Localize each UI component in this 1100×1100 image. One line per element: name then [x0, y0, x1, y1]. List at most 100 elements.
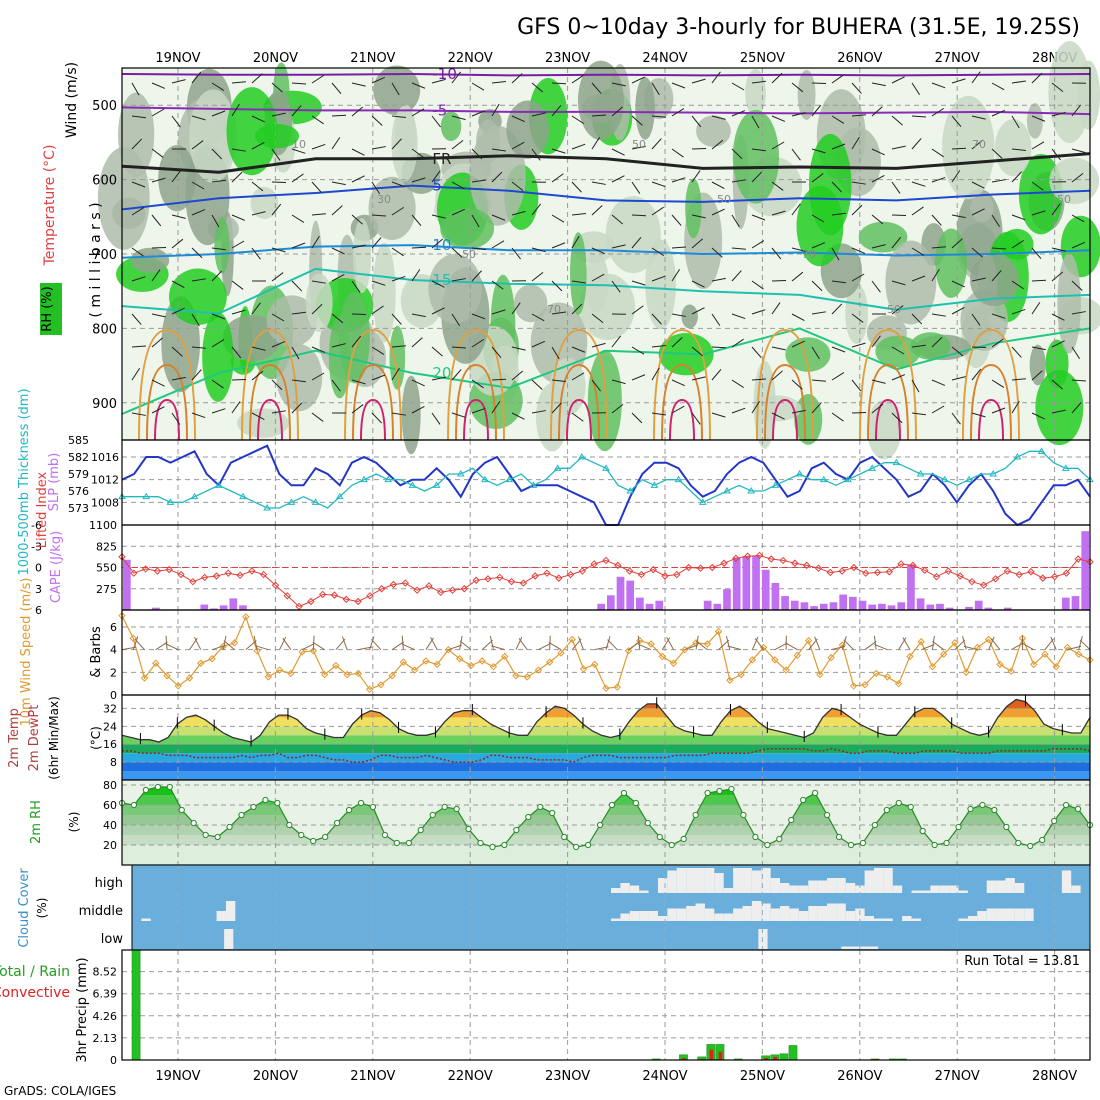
wind-barb: [1031, 370, 1043, 381]
rh-shade: [577, 60, 624, 141]
cape-bar: [887, 605, 896, 610]
pressure-tick: 800: [92, 322, 117, 337]
wind-barb: [511, 412, 525, 420]
lifted-index-marker: [602, 556, 610, 565]
wind-barb: [1051, 340, 1065, 348]
cape-bar: [636, 597, 644, 610]
cape-bar: [597, 603, 605, 610]
warm-contour: [360, 398, 386, 441]
wind-barb: [911, 138, 922, 150]
cloud-high-bar: [892, 885, 903, 893]
cape-bar: [819, 603, 828, 610]
cape-bar: [210, 608, 218, 610]
lifted-index-marker: [743, 552, 752, 560]
wind-barb: [291, 105, 302, 117]
wind-barb: [131, 181, 146, 188]
wind-barb: [731, 338, 744, 348]
wind-barb-10m: [369, 636, 375, 650]
wind-barb: [151, 148, 164, 158]
wind-barb: [951, 412, 961, 425]
rh-marker: [632, 799, 639, 807]
wind-barb: [751, 309, 766, 315]
wind-barb-10m: [448, 644, 462, 651]
wind-barb: [931, 214, 942, 226]
minmax-label: (6hr Min/Max): [47, 696, 61, 780]
lifted-index-marker: [425, 582, 433, 590]
wind-barb: [631, 236, 642, 249]
wind-barb: [651, 247, 665, 257]
wind-barb: [411, 313, 426, 318]
rh-shade: [305, 273, 333, 332]
wind-barb: [271, 410, 286, 414]
wind-speed-marker: [410, 666, 419, 674]
rh-marker: [692, 811, 699, 819]
precip-tick: 6.39: [93, 988, 118, 1001]
wind-barb: [351, 404, 364, 414]
wind-barb: [551, 214, 565, 223]
wind-speed-marker: [906, 652, 914, 661]
wind-barb: [471, 148, 483, 160]
wind-barb: [951, 306, 965, 315]
cloud-middle-bar: [864, 916, 874, 921]
day-label-bottom: 25NOV: [740, 1069, 785, 1084]
wind-speed-marker: [365, 685, 374, 694]
wind-barb: [831, 115, 845, 124]
wind-barb: [651, 82, 660, 96]
wind-barb: [351, 244, 366, 249]
cape-bar: [790, 600, 799, 610]
lifted-index-marker: [684, 563, 693, 572]
wind-speed-marker: [928, 662, 937, 671]
wind-barb: [131, 345, 147, 348]
wind-speed-label: 10m Wind Speed (m/s): [19, 578, 34, 727]
wind-speed-marker: [388, 672, 396, 680]
wind-barb: [511, 247, 522, 260]
pressure-tick: 600: [92, 174, 117, 189]
wind-barb: [271, 247, 286, 253]
wind-barb: [431, 412, 441, 425]
rh-marker: [943, 839, 950, 847]
cloud-middle-bar: [761, 903, 771, 921]
wind-barb: [391, 138, 402, 150]
wind-barb: [531, 410, 546, 414]
wind-barb: [591, 205, 603, 216]
wind-barb: [751, 280, 764, 290]
cape-bar: [229, 598, 238, 610]
wind-barb: [311, 235, 320, 249]
wind-barb: [211, 214, 220, 228]
wind-barb: [931, 107, 945, 117]
cape-bar: [200, 604, 209, 610]
rh-marker: [991, 806, 998, 814]
wind-speed-marker: [816, 670, 824, 679]
cape-bar: [858, 600, 867, 610]
precip-tick: 2.13: [93, 1032, 118, 1045]
wind-barb: [231, 280, 244, 290]
wind-barb: [151, 82, 166, 89]
lifted-index-marker: [283, 592, 291, 600]
wind-barb-10m: [279, 636, 287, 650]
wind-barb: [331, 181, 346, 186]
precip-convective-label: Convective: [0, 985, 70, 1001]
rh-marker: [513, 826, 520, 834]
wind-barb: [711, 412, 726, 418]
wind-barb: [711, 313, 721, 326]
wind-tick: 0: [110, 689, 117, 702]
rh-marker: [895, 799, 902, 807]
thickness-marker: [553, 464, 562, 471]
wind-barb-10m: [605, 636, 611, 650]
rh-marker: [286, 821, 293, 829]
wind-barb: [451, 313, 461, 327]
lifted-index-marker: [236, 571, 244, 579]
wind-barb: [411, 214, 422, 227]
wind-barb: [951, 78, 966, 84]
wind-speed-marker: [287, 669, 295, 678]
wind-barb: [211, 313, 226, 320]
wind-barb: [331, 137, 341, 150]
wind-barb: [1011, 280, 1024, 290]
cloud-high-bar: [667, 870, 677, 893]
wind-barb: [711, 247, 723, 258]
cloud-middle-bar: [657, 916, 668, 921]
rh-shade: [797, 69, 816, 120]
rh-shade: [353, 218, 372, 294]
wind-barb: [371, 214, 387, 217]
wind-barb: [811, 280, 823, 292]
